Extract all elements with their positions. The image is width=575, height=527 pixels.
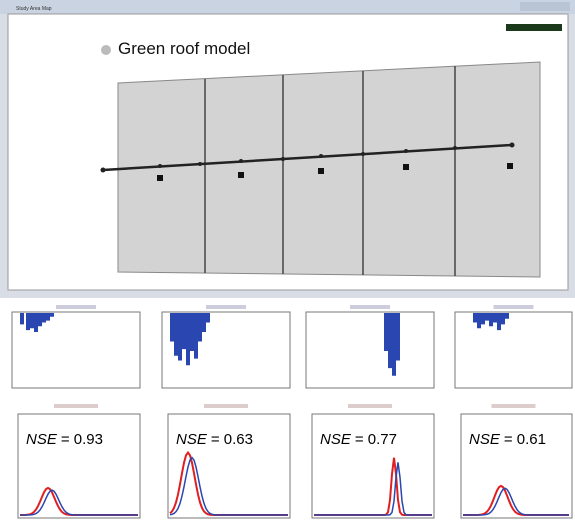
- hyetograph-frame: [454, 311, 573, 389]
- hydrograph-legend: [491, 404, 536, 408]
- nse-value: = 0.63: [211, 431, 253, 448]
- hyetograph-legend: [56, 305, 96, 309]
- status-display: [506, 24, 562, 31]
- rainfall-bars: [170, 313, 210, 366]
- nse-label: NSE = 0.77: [320, 431, 397, 448]
- subcatchment-dividers: [204, 66, 456, 276]
- rainfall-bars: [473, 313, 509, 331]
- subcatchment-area: [117, 61, 541, 278]
- nse-metric: NSE: [26, 431, 58, 448]
- nse-metric: NSE: [176, 431, 208, 448]
- rainfall-bars: [384, 313, 400, 376]
- hydrograph-frame: [167, 413, 291, 519]
- observed-flow: [463, 487, 569, 516]
- nse-metric: NSE: [469, 431, 501, 448]
- nse-label: NSE = 0.63: [176, 431, 253, 448]
- hyetograph-legend: [493, 305, 534, 309]
- hydrograph-legend: [54, 404, 98, 408]
- hyetograph-frame: [305, 311, 435, 389]
- hydrograph-frame: [311, 413, 435, 519]
- observed-flow: [314, 462, 432, 516]
- hydrograph-legend: [348, 404, 392, 408]
- map-label: Green roof model: [118, 39, 250, 58]
- observed-flow: [19, 489, 138, 516]
- observed-flow: [169, 456, 288, 516]
- hydrograph-frame: [460, 413, 573, 519]
- nse-metric: NSE: [320, 431, 352, 448]
- hyetograph-legend: [206, 305, 246, 309]
- hydrograph-legend: [204, 404, 248, 408]
- hydrograph-frame: [17, 413, 141, 519]
- nse-value: = 0.77: [355, 431, 397, 448]
- nse-label: NSE = 0.93: [26, 431, 103, 448]
- window-title: Study Area Map: [16, 6, 52, 12]
- title-bar: [0, 0, 575, 14]
- outlets: [157, 163, 513, 181]
- nse-value: = 0.61: [504, 431, 546, 448]
- plots: NSE = 0.93 NSE = 0.63 NSE = 0.77 NSE = 0.61: [11, 305, 573, 519]
- legend-icon: [101, 45, 111, 55]
- hyetograph-legend: [350, 305, 390, 309]
- nse-label: NSE = 0.61: [469, 431, 546, 448]
- nse-value: = 0.93: [61, 431, 103, 448]
- rainfall-bars: [20, 313, 54, 332]
- window-controls[interactable]: [520, 2, 570, 11]
- nodes: [100, 142, 515, 173]
- conduit: [102, 143, 513, 172]
